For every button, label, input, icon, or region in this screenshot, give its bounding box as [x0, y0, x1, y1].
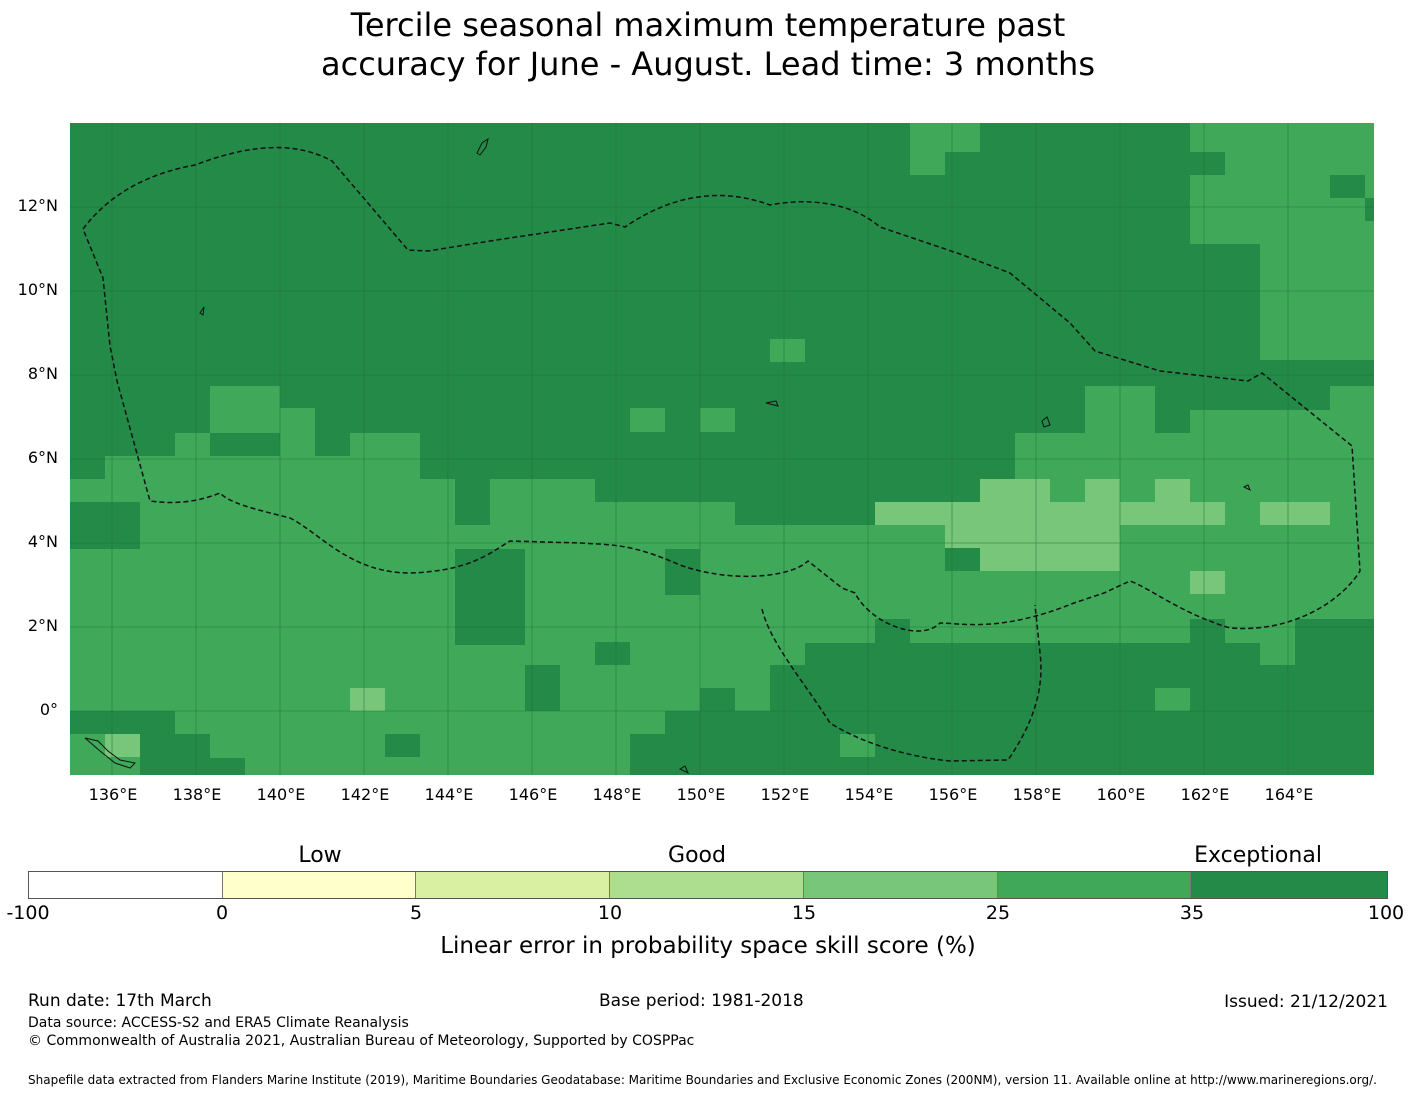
colorbar-tick: 0 [215, 902, 229, 924]
colorbar-tick: 35 [1179, 902, 1205, 924]
lat-tick: 8°N [27, 364, 58, 383]
lon-tick: 150°E [676, 785, 726, 804]
legend-category-good: Good [668, 843, 726, 868]
lon-tick: 156°E [928, 785, 978, 804]
map-title: Tercile seasonal maximum temperature pas… [0, 6, 1416, 84]
legend-category-exceptional: Exceptional [1194, 843, 1322, 868]
lat-tick: 12°N [17, 196, 58, 215]
lon-tick: 160°E [1096, 785, 1146, 804]
issued-date: Issued: 21/12/2021 [1224, 992, 1388, 1012]
lat-tick: 2°N [27, 616, 58, 635]
skill-band-25-35 [70, 123, 1374, 775]
colorbar-tick: 100 [1367, 902, 1405, 924]
colorbar-tick: 10 [597, 902, 623, 924]
copyright-notice: © Commonwealth of Australia 2021, Austra… [28, 1033, 695, 1049]
lat-tick: 4°N [27, 532, 58, 551]
lat-tick: 10°N [17, 280, 58, 299]
island-outlines [84, 137, 1251, 775]
title-line-1: Tercile seasonal maximum temperature pas… [350, 6, 1066, 44]
lon-tick: 154°E [844, 785, 894, 804]
legend-category-low: Low [298, 843, 342, 868]
lon-tick: 140°E [256, 785, 306, 804]
colorbar-segment [997, 872, 1192, 898]
colorbar-tick: 5 [409, 902, 423, 924]
colorbar-tick: -100 [6, 902, 50, 924]
skill-band-15-25 [105, 479, 1330, 757]
lon-tick: 144°E [424, 785, 474, 804]
colorbar-tick: 25 [985, 902, 1011, 924]
base-period: Base period: 1981-2018 [599, 991, 804, 1011]
lon-tick: 148°E [592, 785, 642, 804]
graticule [70, 123, 1374, 775]
colorbar-segment [416, 872, 611, 898]
lon-tick: 138°E [172, 785, 222, 804]
run-date: Run date: 17th March [28, 991, 212, 1011]
colorbar-segment [803, 872, 998, 898]
colorbar-segment [29, 872, 223, 898]
lon-tick: 136°E [88, 785, 138, 804]
shapefile-credit: Shapefile data extracted from Flanders M… [28, 1073, 1377, 1087]
lon-tick: 158°E [1012, 785, 1062, 804]
title-line-2: accuracy for June - August. Lead time: 3… [321, 45, 1095, 83]
lon-tick: 162°E [1180, 785, 1230, 804]
lat-tick: 0° [39, 700, 58, 719]
lon-tick: 142°E [340, 785, 390, 804]
skill-band-35-100 [70, 175, 1374, 757]
lon-tick: 164°E [1264, 785, 1314, 804]
colorbar-segment [610, 872, 804, 898]
lon-tick: 152°E [760, 785, 810, 804]
colorbar-segment [222, 872, 417, 898]
colorbar-segment [1191, 872, 1388, 898]
data-source: Data source: ACCESS-S2 and ERA5 Climate … [28, 1015, 409, 1031]
skill-map-canvas [70, 123, 1374, 775]
colorbar-tick: 15 [791, 902, 817, 924]
lat-tick: 6°N [27, 448, 58, 467]
skill-map [70, 123, 1374, 775]
lon-tick: 146°E [508, 785, 558, 804]
colorbar [28, 871, 1388, 899]
colorbar-label: Linear error in probability space skill … [440, 933, 976, 959]
eez-boundary-line [82, 146, 1361, 762]
